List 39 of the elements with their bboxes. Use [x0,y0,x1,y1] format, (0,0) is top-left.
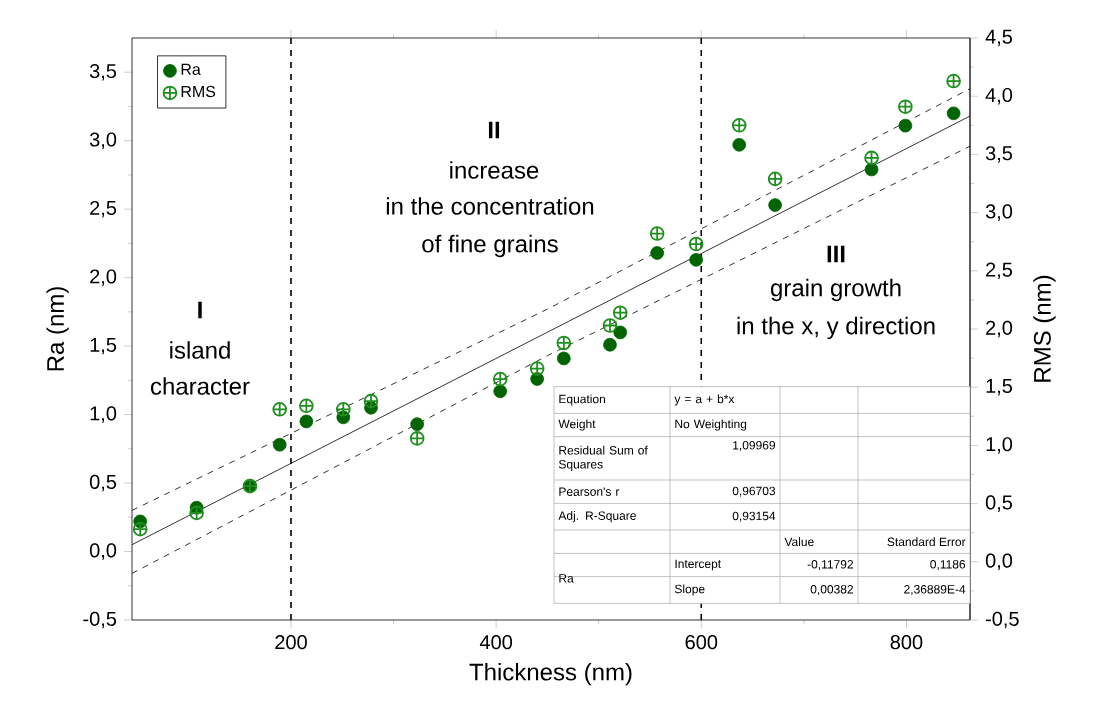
y-tick-label: 2,0 [90,269,117,286]
y-tick-label: -0,5 [83,611,117,629]
y-tick-label: 3,5 [89,63,117,81]
x-tick-label: 200 [275,635,307,650]
y-tick-label: 3,0 [89,132,117,149]
y2-tick-label: 1,0 [986,437,1013,454]
annotation: in the concentration [386,197,594,215]
annotation: grain growth [770,278,901,302]
y-tick-label: 0,5 [89,474,117,492]
y-axis-title: Ra (nm) [46,287,69,371]
annotation: of fine grains [422,234,558,258]
x-tick-label: 600 [685,635,718,650]
annotation: island [170,341,230,359]
y2-tick-label: 4,0 [985,87,1013,105]
y-tick-label: 1,0 [90,406,117,423]
y2-tick-label: 0,5 [985,495,1013,512]
legend-label: RMS [181,85,216,98]
y-tick-label: 0,0 [89,543,117,560]
y2-tick-label: -0,5 [985,611,1019,629]
y2-tick-label: 3,5 [985,146,1013,163]
x-tick-label: 800 [890,635,923,650]
y2-tick-label: 0,0 [985,553,1013,571]
y2-tick-label: 3,0 [985,204,1013,221]
y2-axis-title: RMS (nm) [1033,275,1056,382]
y2-tick-label: 2,5 [986,262,1013,280]
y-tick-label: 1,5 [90,337,117,355]
y2-tick-label: 4,5 [985,29,1013,47]
annotation: in the x, y direction [737,316,935,340]
annotation: character [150,377,250,395]
annotation: increase [450,161,539,179]
annotation: III [827,245,845,263]
legend-label: Ra [181,63,201,76]
x-axis-title: Thickness (nm) [469,662,632,686]
annotation: II [488,121,500,139]
x-tick-label: 400 [479,635,513,650]
y2-tick-label: 1,5 [986,379,1013,396]
annotation: I [198,301,202,319]
y2-tick-label: 2,0 [986,320,1013,338]
y-tick-label: 2,5 [90,200,117,218]
